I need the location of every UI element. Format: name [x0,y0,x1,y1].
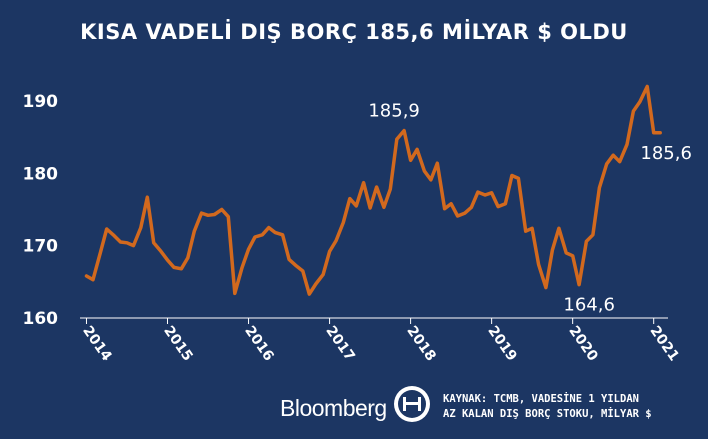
y-tick-label: 170 [23,237,59,257]
bloomberg-logo: Bloomberg [280,395,387,421]
source-note: KAYNAK: TCMB, VADESİNE 1 YILDAN AZ KALAN… [443,392,652,422]
y-axis-ticks: 160 170 180 190 [23,92,59,329]
x-tick-label: 2020 [565,323,601,364]
series-group [84,84,662,296]
y-tick-label: 190 [23,92,59,112]
y-tick-label: 180 [23,164,59,184]
y-tick-label: 160 [23,309,59,329]
x-axis-ticks: 2014 2015 2016 2017 2018 2019 2020 2021 [79,318,682,364]
source-line-1: KAYNAK: TCMB, VADESİNE 1 YILDAN [443,393,639,405]
chart-title: KISA VADELİ DIŞ BORÇ 185,6 MİLYAR $ OLDU [80,20,628,44]
source-line-2: AZ KALAN DIŞ BORÇ STOKU, MİLYAR $ [443,408,652,420]
x-tick-label: 2015 [160,323,195,364]
x-tick-label: 2018 [403,323,438,364]
x-tick-label: 2016 [241,323,276,364]
ht-logo-icon [394,386,430,422]
series-line [84,84,662,296]
x-tick-label: 2021 [646,323,681,364]
x-tick-label: 2019 [484,323,519,364]
annotations: 185,9 164,6 185,6 [368,101,692,316]
x-tick-label: 2017 [322,323,357,364]
data-annotation: 164,6 [563,295,615,316]
x-tick-label: 2014 [79,323,115,364]
data-annotation: 185,9 [368,101,420,122]
data-annotation: 185,6 [640,143,692,164]
